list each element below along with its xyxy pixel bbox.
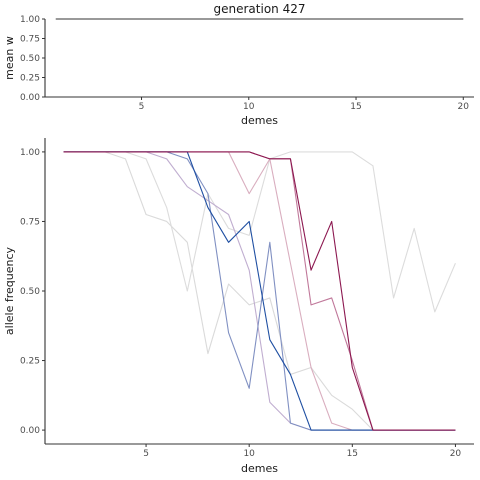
series-line-1 [63,151,456,431]
y-tick-label: 0.25 [20,357,40,367]
y-tick-label: 0.75 [20,217,40,227]
series-line-6 [63,151,456,431]
x-axis-title: demes [241,114,278,127]
y-tick-label: 0.50 [20,287,40,297]
y-axis-title: allele frequency [3,246,16,335]
y-tick-label: 0.25 [20,74,40,84]
x-tick-label: 10 [243,102,255,112]
series-line-2 [63,151,456,313]
y-tick-label: 0.75 [20,35,40,45]
series-line-5 [63,151,456,431]
series-line-7 [63,151,456,431]
y-tick-label: 1.00 [20,15,40,25]
chart-title: generation 427 [214,2,306,16]
x-tick-label: 15 [350,102,361,112]
x-tick-label: 10 [243,449,255,459]
allele-frequency-panel: 5 10 15 20 0.00 0.25 0.50 0.75 1.00 demes allele f… [3,138,474,475]
x-tick-label: 20 [450,449,462,459]
x-tick-label: 5 [143,449,149,459]
series-line-3 [63,151,456,431]
y-tick-label: 0.50 [20,54,40,64]
series-line-8 [63,151,456,431]
series-line-4 [63,151,456,431]
y-axis-title: mean w [3,36,16,80]
x-tick-label: 20 [458,102,470,112]
x-axis-title: demes [241,462,278,475]
y-tick-label: 0.00 [20,426,40,436]
y-tick-label: 1.00 [20,148,40,158]
mean-fitness-panel: generation 427 5 10 15 20 0.00 0.25 0.50 0.75 1.0… [3,2,474,127]
x-tick-label: 5 [139,102,145,112]
y-tick-label: 0.00 [20,93,40,103]
x-tick-label: 15 [347,449,358,459]
